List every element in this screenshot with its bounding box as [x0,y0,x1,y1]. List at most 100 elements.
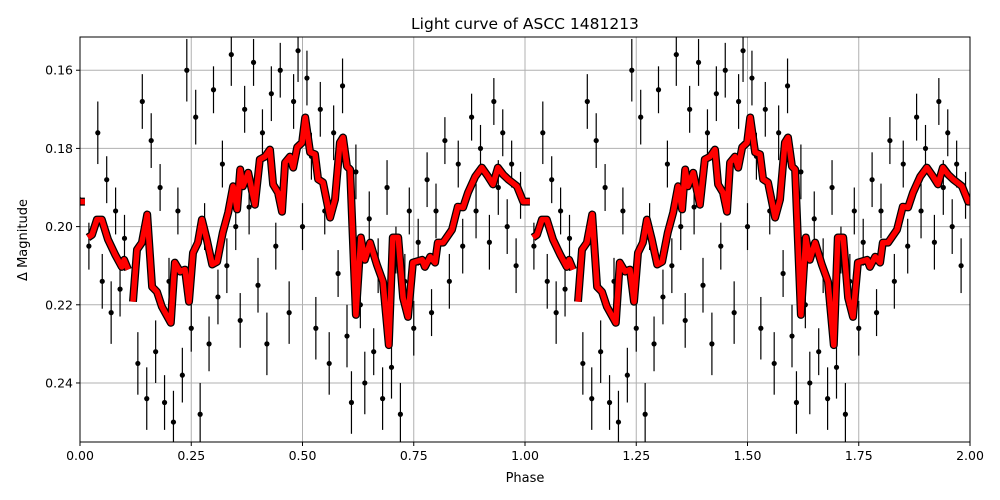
y-axis-label: Δ Magnitude [16,199,31,281]
data-point [433,208,439,214]
data-point [825,396,831,402]
data-point [900,161,906,167]
data-point [722,67,728,73]
data-point [860,239,866,245]
data-point [936,98,942,105]
data-point [816,349,822,355]
data-point [188,325,194,331]
data-point [108,310,114,316]
data-point [295,48,301,54]
data-point [784,83,791,89]
y-tick-label: 0.24 [45,375,73,390]
data-point [210,87,217,93]
data-point [771,360,777,367]
y-tick-label: 0.20 [45,219,73,234]
data-point [317,106,323,112]
data-point [197,411,203,417]
data-point [740,48,746,54]
data-point [789,333,795,339]
data-point [931,239,938,245]
data-point [655,87,662,93]
data-point [945,130,951,136]
data-point [504,223,510,230]
data-point [905,243,911,249]
data-point [758,325,764,331]
data-point [264,341,270,347]
data-point [580,360,586,367]
data-point [366,216,372,222]
binned-curve [80,113,970,350]
data-point [144,396,150,402]
data-point [250,59,257,66]
data-point [749,75,755,81]
data-point [246,204,252,210]
data-point [949,223,955,230]
data-point [95,130,101,136]
data-point [460,243,466,249]
data-point [793,399,800,406]
data-point [104,177,110,183]
data-point [339,83,346,89]
data-point [184,67,190,73]
data-point [709,341,715,347]
data-point [371,349,377,355]
data-point [669,263,675,269]
data-point [135,360,141,367]
data-point [691,204,697,210]
data-point [878,208,884,214]
data-point [500,130,506,136]
x-tick-label: 0.50 [289,448,317,463]
data-point [851,208,857,214]
data-point [620,208,626,214]
data-point [415,239,421,245]
data-point [455,161,461,167]
data-point [99,278,105,284]
data-point [86,243,92,249]
data-point [660,294,666,300]
data-point [922,145,929,152]
data-point [682,317,688,324]
data-point [615,419,622,425]
data-point [811,216,817,222]
data-point [731,310,737,316]
data-point [193,114,199,120]
data-point [807,380,813,386]
data-point [491,98,497,105]
data-point [842,411,849,417]
binned-curve-outline [574,113,970,350]
data-point [331,130,337,136]
data-point [113,208,119,214]
data-point [153,349,159,355]
data-point [446,278,452,284]
data-point [362,380,368,386]
x-tick-label: 0.25 [177,448,205,463]
data-point [509,161,515,167]
data-point [428,310,435,316]
data-point [286,310,292,316]
data-point [268,91,274,97]
data-point [233,223,239,230]
data-point [651,341,657,347]
data-point [273,243,279,249]
x-tick-label: 0.75 [400,448,428,463]
x-tick-label: 1.25 [622,448,650,463]
data-point [157,184,163,191]
data-point [170,419,177,425]
data-point [633,325,639,331]
data-point [224,263,230,269]
data-point [833,364,840,370]
data-point [918,208,924,214]
data-point [954,161,960,167]
data-point [424,177,430,183]
y-tick-label: 0.18 [45,141,73,156]
data-point [780,270,786,277]
x-tick-label: 1.50 [734,448,762,463]
data-point [598,349,604,355]
data-point [869,177,875,183]
data-point [277,67,283,73]
data-point [584,98,590,105]
binned-curve-line [575,114,970,348]
binned-curve-line [531,216,576,271]
